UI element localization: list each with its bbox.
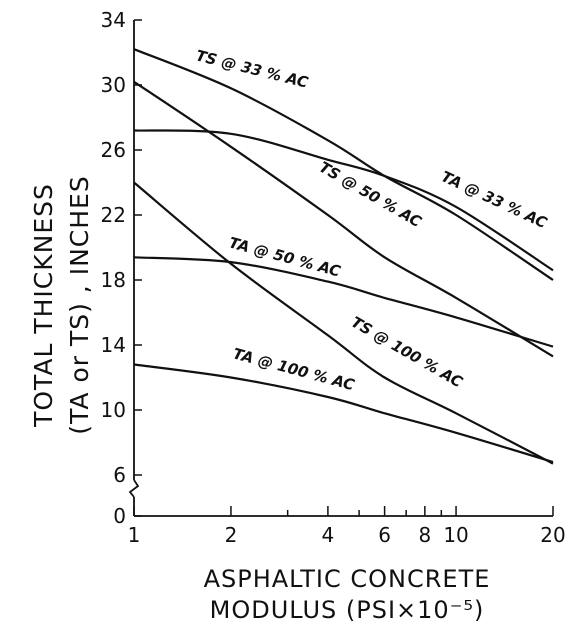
- y-tick-label: 30: [101, 73, 126, 97]
- series-line-6: [133, 363, 554, 464]
- series-line-1: [133, 48, 554, 281]
- y-tick-label: 0: [113, 504, 126, 528]
- y-tick-label: 14: [101, 333, 126, 357]
- x-tick-label: 1: [128, 523, 141, 547]
- y-tick-label: 22: [101, 203, 126, 227]
- x-tick-label: 20: [540, 523, 565, 547]
- series-label-1: TS @ 33 % AC: [194, 46, 310, 91]
- series-line-5: [133, 181, 554, 465]
- y-axis-break: [128, 479, 140, 498]
- x-axis-title-line1: ASPHALTIC CONCRETE: [204, 565, 491, 593]
- y-tick-label: 34: [101, 8, 126, 32]
- y-tick-label: 26: [101, 138, 126, 162]
- ticks: 0 6 10 14 18 22 26 30 34 1 2 4 6 8 10 20: [101, 8, 566, 547]
- y-tick-label: 10: [101, 398, 126, 422]
- series-label-2: TA @ 33 % AC: [438, 167, 549, 232]
- series-group: [133, 48, 554, 465]
- x-tick-label: 8: [418, 523, 431, 547]
- x-tick-label: 4: [322, 523, 335, 547]
- y-tick-label: 6: [113, 463, 126, 487]
- series-label-3: TS @ 50 % AC: [316, 158, 425, 231]
- y-axis-title-line1: TOTAL THICKNESS: [29, 183, 58, 428]
- series-label-6: TA @ 100 % AC: [231, 344, 356, 394]
- y-axis-title-line2: (TA or TS) , INCHES: [65, 175, 94, 434]
- y-tick-label: 18: [101, 268, 126, 292]
- series-line-4: [133, 256, 554, 348]
- x-tick-label: 6: [378, 523, 391, 547]
- series-line-2: [133, 129, 554, 272]
- x-tick-label: 10: [443, 523, 468, 547]
- x-axis-title-line2: MODULUS (PSI×10⁻⁵): [210, 596, 485, 624]
- x-tick-label: 2: [225, 523, 238, 547]
- series-label-5: TS @ 100 % AC: [348, 313, 466, 391]
- series-line-3: [133, 80, 554, 358]
